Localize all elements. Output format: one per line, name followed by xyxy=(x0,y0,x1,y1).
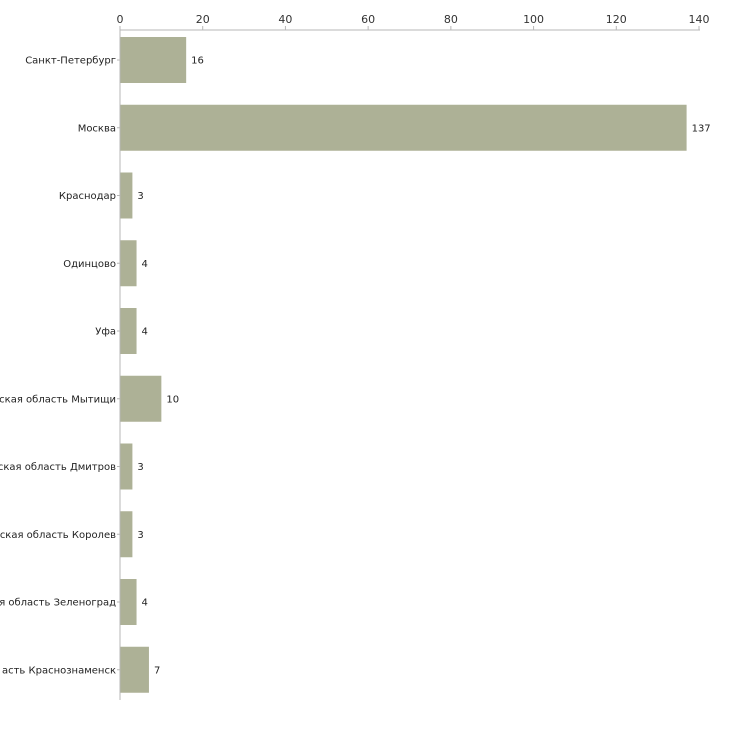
x-tick-label: 80 xyxy=(444,13,458,26)
x-tick-label: 120 xyxy=(606,13,627,26)
value-label: 3 xyxy=(137,530,143,541)
bar xyxy=(120,375,162,422)
value-label: 3 xyxy=(137,462,143,473)
value-label: 7 xyxy=(154,665,160,676)
bar xyxy=(120,37,187,83)
x-axis-ticks: 0 20 40 60 80 100 120 140 xyxy=(117,13,710,30)
bar xyxy=(120,172,133,219)
bars xyxy=(120,37,687,693)
value-label: 4 xyxy=(142,327,148,338)
category-label: я область Зеленоград xyxy=(0,598,116,609)
category-label: ская область Мытищи xyxy=(0,394,116,405)
category-label: Краснодар xyxy=(59,191,116,202)
value-label: 4 xyxy=(142,598,148,609)
category-label: Одинцово xyxy=(63,259,116,270)
category-label: Уфа xyxy=(95,327,116,338)
category-label: ская область Королев xyxy=(0,530,116,541)
category-label: асть Краснознаменск xyxy=(2,665,116,676)
category-labels: Санкт-Петербург Москва Краснодар Одинцово Уф… xyxy=(0,56,120,676)
x-tick-label: 60 xyxy=(361,13,375,26)
category-label: Санкт-Петербург xyxy=(25,56,116,67)
bar xyxy=(120,511,133,558)
value-label: 3 xyxy=(137,191,143,202)
value-label: 16 xyxy=(191,56,204,67)
value-label: 137 xyxy=(692,123,711,134)
bar xyxy=(120,443,133,490)
x-tick-label: 20 xyxy=(196,13,210,26)
value-labels: 16 137 3 4 4 10 3 3 4 7 xyxy=(137,56,710,677)
bar xyxy=(120,104,687,151)
bar xyxy=(120,240,137,287)
value-label: 4 xyxy=(142,259,148,270)
x-tick-label: 0 xyxy=(117,13,124,26)
bar xyxy=(120,579,137,625)
category-label: Москва xyxy=(78,123,116,134)
bar xyxy=(120,646,149,693)
category-label: ская область Дмитров xyxy=(0,462,116,473)
x-tick-label: 40 xyxy=(278,13,292,26)
bar xyxy=(120,308,137,354)
x-tick-label: 140 xyxy=(689,13,710,26)
x-tick-label: 100 xyxy=(523,13,544,26)
value-label: 10 xyxy=(166,394,179,405)
axes xyxy=(119,29,700,700)
